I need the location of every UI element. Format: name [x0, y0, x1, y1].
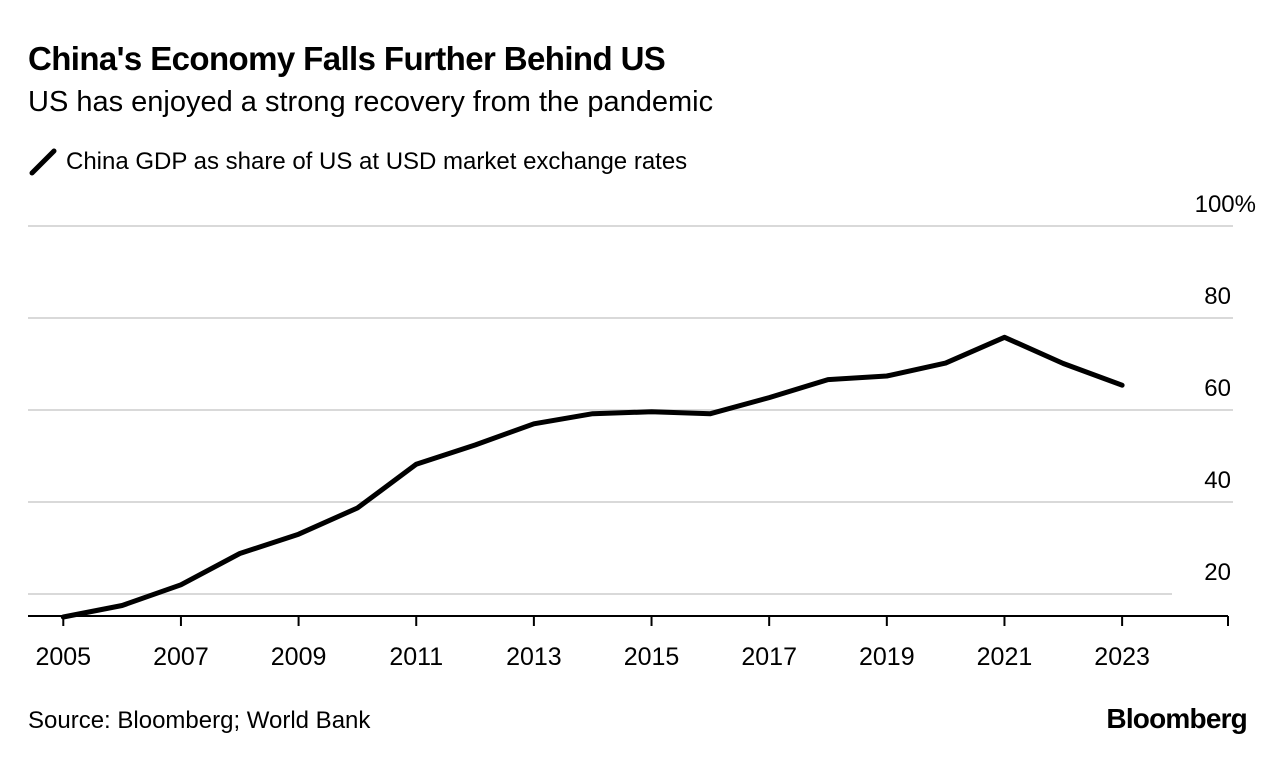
y-tick-label-20: 20 [1204, 559, 1231, 586]
bloomberg-logo: Bloomberg [1106, 703, 1247, 734]
y-tick-label-40: 40 [1204, 467, 1231, 494]
x-tick-label-2007: 2007 [153, 643, 209, 671]
source-note: Source: Bloomberg; World Bank [28, 707, 371, 734]
x-tick-label-2009: 2009 [271, 643, 327, 671]
y-tick-label-80: 80 [1204, 283, 1231, 310]
x-tick-label-2013: 2013 [506, 643, 562, 671]
chart-title: China's Economy Falls Further Behind US [28, 40, 666, 77]
x-tick-label-2015: 2015 [624, 643, 680, 671]
series-group [60, 334, 1125, 620]
x-tick-label-2023: 2023 [1094, 643, 1150, 671]
legend: China GDP as share of US at USD market e… [28, 147, 687, 177]
chart-subtitle: US has enjoyed a strong recovery from th… [28, 86, 714, 118]
y-tick-labels: 20 40 60 80 100% [1195, 191, 1256, 586]
x-tick-label-2005: 2005 [35, 643, 91, 671]
legend-label: China GDP as share of US at USD market e… [66, 148, 688, 175]
legend-line-icon [29, 148, 57, 176]
x-tick-label-2011: 2011 [389, 643, 443, 671]
x-tick-labels: 2005 2007 2009 2011 2013 2015 2017 2019 2021 2023 [35, 643, 1149, 671]
x-tick-label-2019: 2019 [859, 643, 915, 671]
x-axis [28, 615, 1229, 626]
series-line-0 [60, 334, 1125, 620]
x-tick-label-2021: 2021 [977, 643, 1033, 671]
y-tick-label-60: 60 [1204, 375, 1231, 402]
y-tick-label-100: 100% [1195, 191, 1256, 218]
x-tick-label-2017: 2017 [741, 643, 797, 671]
